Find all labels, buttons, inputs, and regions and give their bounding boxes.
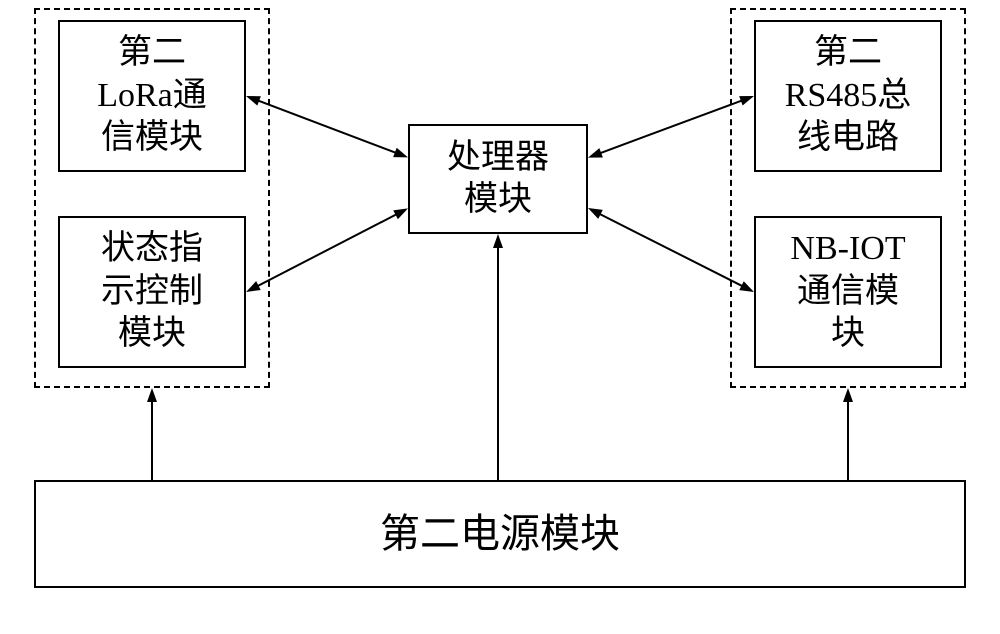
lora-module-label: 第二LoRa通信模块 [97, 32, 207, 160]
rs485-module-label: 第二RS485总线电路 [785, 32, 912, 160]
nbiot-module-label: NB-IOT通信模块 [790, 228, 905, 356]
status-module-box: 状态指示控制模块 [58, 216, 246, 368]
lora-module-box: 第二LoRa通信模块 [58, 20, 246, 172]
rs485-module-box: 第二RS485总线电路 [754, 20, 942, 172]
processor-module-label: 处理器模块 [447, 137, 549, 222]
power-module-box: 第二电源模块 [34, 480, 966, 588]
status-module-label: 状态指示控制模块 [101, 228, 203, 356]
nbiot-module-box: NB-IOT通信模块 [754, 216, 942, 368]
power-module-label: 第二电源模块 [380, 509, 620, 559]
processor-module-box: 处理器模块 [408, 124, 588, 234]
